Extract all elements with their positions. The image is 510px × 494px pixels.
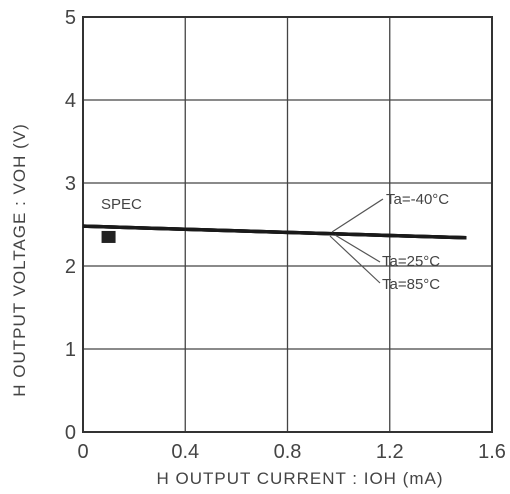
annotations: Ta=-40°C Ta=25°C Ta=85°C SPEC xyxy=(101,191,449,293)
y-tick-label: 1 xyxy=(65,339,76,361)
plot-frame xyxy=(82,16,493,433)
y-tick-label: 0 xyxy=(65,422,76,444)
series-line xyxy=(82,224,467,240)
series-label: Ta=25°C xyxy=(382,253,440,270)
spec-marker xyxy=(101,230,116,243)
x-tick-label: 0 xyxy=(77,441,88,463)
x-tick-label: 1.6 xyxy=(478,441,506,463)
leader-line xyxy=(334,234,381,263)
spec-label: SPEC xyxy=(101,196,142,213)
x-tick-label: 0.4 xyxy=(171,441,199,463)
x-tick-label: 1.2 xyxy=(376,441,404,463)
leader-line xyxy=(331,198,384,233)
y-axis-label: H OUTPUT VOLTAGE : VOH (V) xyxy=(10,123,29,396)
chart-grid xyxy=(82,16,493,433)
x-tick-labels: 0 0.4 0.8 1.2 1.6 xyxy=(77,441,505,463)
leader-line xyxy=(329,235,381,284)
x-tick-label: 0.8 xyxy=(274,441,302,463)
y-tick-label: 5 xyxy=(65,7,76,29)
y-tick-label: 3 xyxy=(65,173,76,195)
y-tick-label: 2 xyxy=(65,256,76,278)
series-lines xyxy=(82,224,467,240)
y-tick-label: 4 xyxy=(65,90,76,112)
series-label: Ta=85°C xyxy=(382,276,440,293)
series-label: Ta=-40°C xyxy=(386,191,449,208)
y-tick-labels: 0 1 2 3 4 5 xyxy=(65,7,76,444)
x-axis-label: H OUTPUT CURRENT : IOH (mA) xyxy=(156,469,443,488)
